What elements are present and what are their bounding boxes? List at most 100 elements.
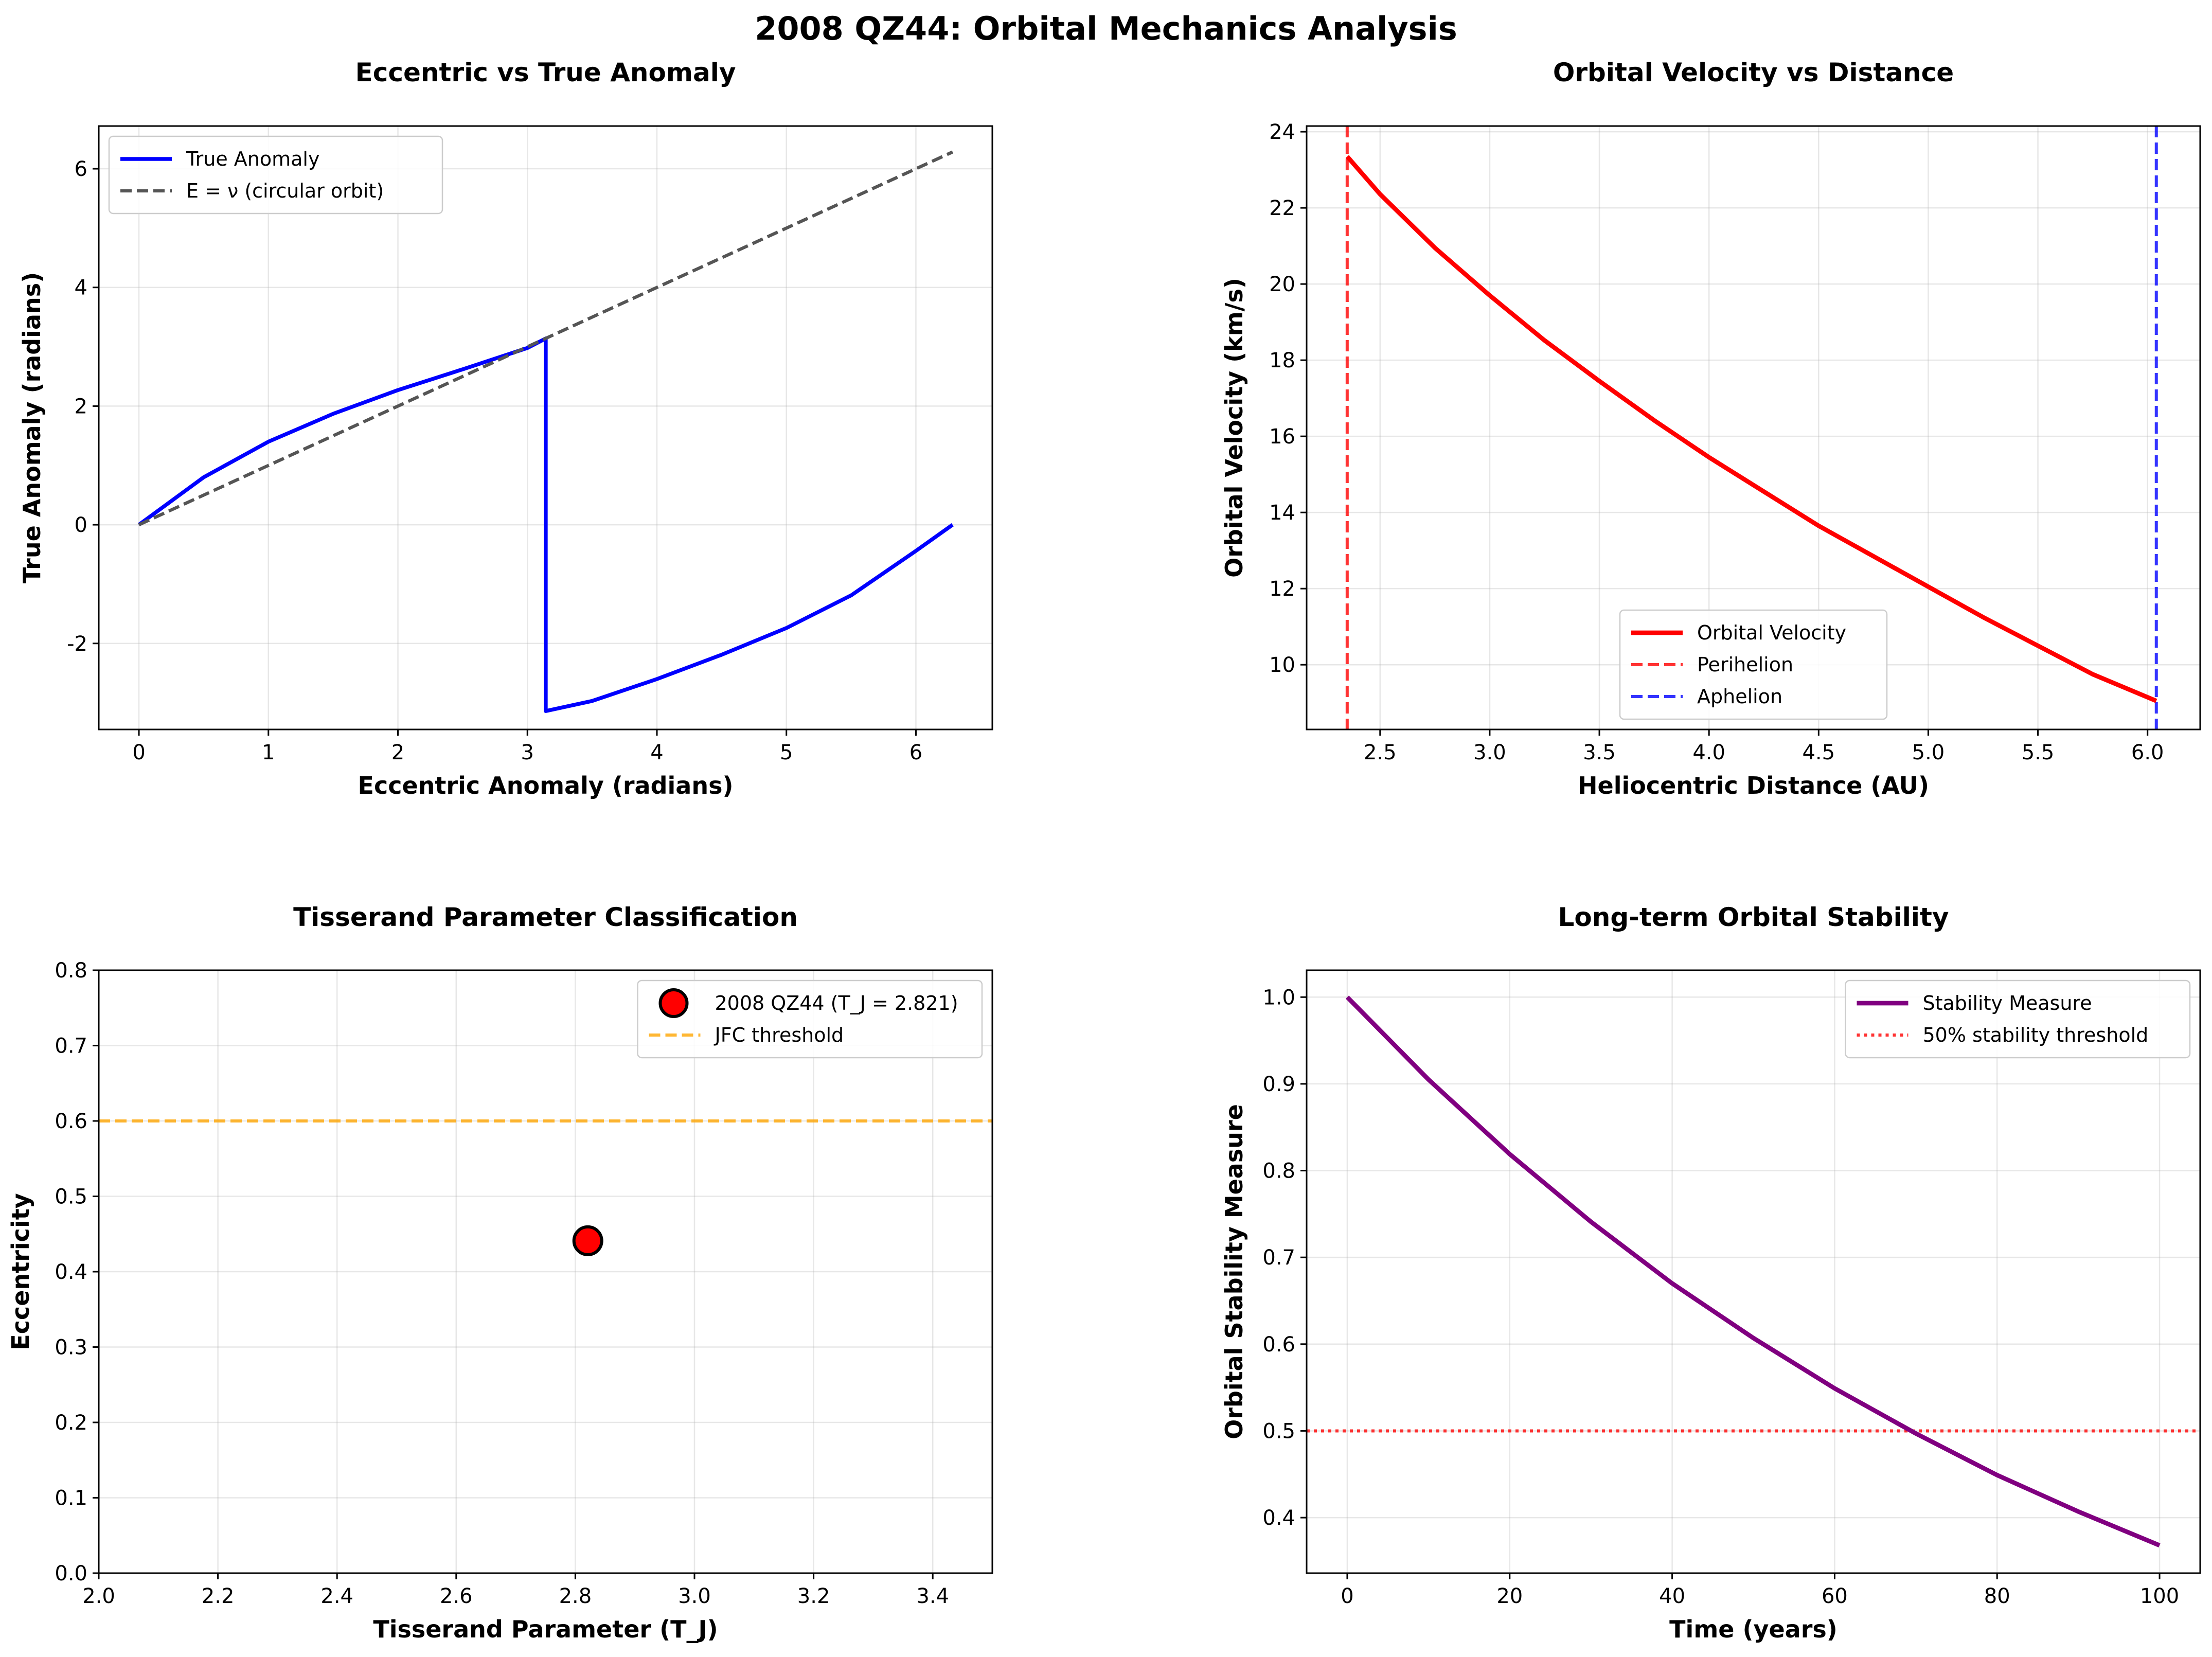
- y-tick-label: 0.7: [55, 1035, 87, 1058]
- legend-marker: [658, 988, 689, 1018]
- x-tick-label: 5: [780, 741, 793, 764]
- y-tick-label: 20: [1269, 273, 1295, 296]
- x-tick-label: 3.0: [678, 1584, 711, 1608]
- y-tick-label: 0.4: [1262, 1506, 1295, 1530]
- data-point-0: [572, 1225, 603, 1256]
- legend-label: 2008 QZ44 (T_J = 2.821): [715, 992, 958, 1014]
- legend-box: [108, 135, 443, 215]
- x-tick-label: 6.0: [2131, 741, 2164, 764]
- x-tick-label: 2.8: [559, 1584, 592, 1608]
- legend-box: [637, 979, 983, 1059]
- legend-label: Aphelion: [1697, 685, 1782, 708]
- y-tick-label: -2: [67, 632, 87, 656]
- legend-label: Perihelion: [1697, 653, 1793, 676]
- y-tick-label: 22: [1269, 197, 1295, 220]
- x-tick-label: 3.4: [916, 1584, 949, 1608]
- y-tick-label: 4: [75, 276, 87, 300]
- x-tick-label: 2.2: [202, 1584, 235, 1608]
- legend-box: [1619, 609, 1888, 720]
- y-tick-label: 0.9: [1262, 1073, 1295, 1096]
- legend: 2008 QZ44 (T_J = 2.821) JFC threshold: [637, 979, 983, 1059]
- series-line-1: [138, 150, 954, 526]
- x-tick-label: 2.6: [440, 1584, 473, 1608]
- legend: Stability Measure 50% stability threshold: [1845, 979, 2191, 1059]
- y-axis-label: Eccentricity: [7, 1193, 34, 1350]
- x-tick-label: 2.5: [1364, 741, 1397, 764]
- x-axis-label: Heliocentric Distance (AU): [1578, 772, 1929, 799]
- y-tick-label: 0.3: [55, 1336, 87, 1360]
- plot-area: [137, 150, 954, 713]
- y-tick-label: 6: [75, 157, 87, 181]
- x-tick-label: 3.5: [1583, 741, 1616, 764]
- y-tick-label: 24: [1269, 120, 1295, 144]
- panel-stability: 0 20 40 60 80 100 0.4 0.5 0.6 0.7 0.8 0.9 1.0 Long-te…: [1220, 902, 2201, 1643]
- axes-frame: [98, 125, 993, 730]
- y-axis-label: True Anomaly (radians): [18, 272, 46, 583]
- y-tick-label: 0.8: [1262, 1160, 1295, 1183]
- plot-area: [1345, 126, 2158, 729]
- series-line-0: [137, 336, 954, 713]
- y-tick-label: 2: [75, 395, 87, 418]
- y-tick-label: 0.5: [55, 1185, 87, 1209]
- legend: True Anomaly E = ν (circular orbit): [108, 135, 443, 215]
- y-tick-label: 18: [1269, 349, 1295, 372]
- x-tick-label: 6: [909, 741, 922, 764]
- x-tick-label: 80: [1984, 1584, 2010, 1608]
- panel-tisserand: 2.0 2.2 2.4 2.6 2.8 3.0 3.2 3.4 0.0 0.1 0.2 0.3 0.4 0…: [7, 902, 993, 1643]
- x-tick-label: 100: [2140, 1584, 2179, 1608]
- y-tick-label: 0.8: [55, 959, 87, 983]
- legend-label: E = ν (circular orbit): [186, 180, 384, 202]
- x-axis-label: Tisserand Parameter (T_J): [373, 1615, 718, 1643]
- chart-title: Eccentric vs True Anomaly: [355, 58, 736, 87]
- x-tick-label: 0: [1341, 1584, 1353, 1608]
- panel-velocity: 2.5 3.0 3.5 4.0 4.5 5.0 5.5 6.0 10 12 14 16 18 20 22 24…: [1220, 58, 2201, 799]
- y-tick-label: 0: [75, 513, 87, 537]
- x-tick-label: 60: [1822, 1584, 1848, 1608]
- chart-title: Tisserand Parameter Classification: [293, 902, 798, 932]
- legend-label: JFC threshold: [714, 1024, 844, 1046]
- y-tick-label: 0.6: [55, 1110, 87, 1133]
- y-tick-label: 0.6: [1262, 1333, 1295, 1357]
- x-tick-label: 4.0: [1692, 741, 1725, 764]
- series-line-0: [1345, 995, 2161, 1548]
- figure-suptitle: 2008 QZ44: Orbital Mechanics Analysis: [755, 10, 1457, 47]
- x-tick-label: 5.5: [2022, 741, 2055, 764]
- series-line-0: [1345, 155, 2157, 703]
- y-tick-label: 0.4: [55, 1260, 87, 1284]
- x-tick-label: 3: [521, 741, 534, 764]
- y-axis-label: Orbital Velocity (km/s): [1220, 278, 1248, 578]
- legend-label: Orbital Velocity: [1697, 621, 1846, 644]
- chart-title: Long-term Orbital Stability: [1558, 902, 1949, 932]
- x-tick-label: 20: [1496, 1584, 1523, 1608]
- y-tick-label: 0.2: [55, 1411, 87, 1435]
- x-axis-label: Time (years): [1669, 1615, 1838, 1643]
- y-tick-label: 10: [1269, 653, 1295, 677]
- x-tick-label: 2: [391, 741, 404, 764]
- x-tick-label: 2.0: [82, 1584, 115, 1608]
- legend-box: [1845, 979, 2191, 1059]
- x-tick-label: 5.0: [1912, 741, 1945, 764]
- legend-label: True Anomaly: [186, 148, 319, 170]
- y-tick-label: 0.7: [1262, 1246, 1295, 1270]
- plot-area: [1307, 995, 2200, 1548]
- x-axis-label: Eccentric Anomaly (radians): [358, 772, 734, 799]
- y-tick-label: 0.5: [1262, 1419, 1295, 1443]
- chart-title: Orbital Velocity vs Distance: [1553, 58, 1954, 87]
- y-tick-label: 16: [1269, 425, 1295, 449]
- axes-frame: [1306, 125, 2201, 730]
- x-tick-label: 4: [650, 741, 663, 764]
- x-tick-label: 4.5: [1802, 741, 1835, 764]
- y-tick-label: 0.1: [55, 1487, 87, 1510]
- y-axis-label: Orbital Stability Measure: [1220, 1104, 1248, 1439]
- x-tick-label: 1: [262, 741, 275, 764]
- x-tick-label: 2.4: [320, 1584, 353, 1608]
- y-tick-label: 1.0: [1262, 986, 1295, 1009]
- legend-label: 50% stability threshold: [1923, 1024, 2149, 1046]
- plot-area: [99, 1119, 992, 1256]
- x-tick-label: 3.0: [1473, 741, 1506, 764]
- x-tick-label: 3.2: [797, 1584, 830, 1608]
- x-tick-label: 40: [1659, 1584, 1685, 1608]
- y-tick-label: 14: [1269, 501, 1295, 525]
- y-tick-label: 0.0: [55, 1562, 87, 1585]
